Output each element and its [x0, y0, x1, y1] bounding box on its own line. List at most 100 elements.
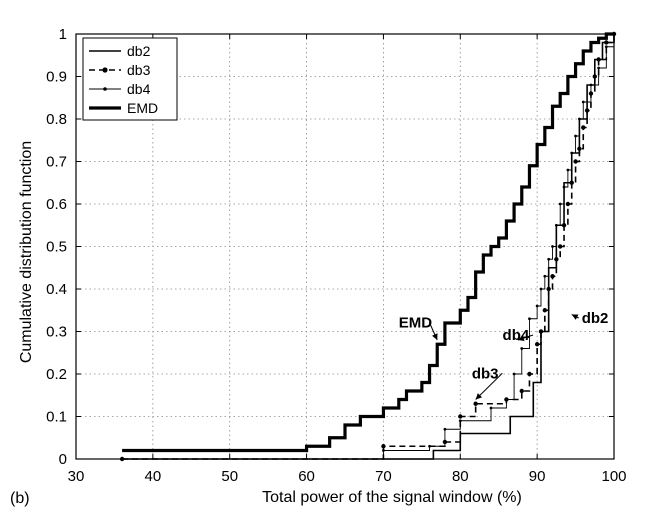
data-point-db4 [566, 168, 570, 172]
legend-entry-EMD: EMD [89, 100, 158, 116]
data-point-db3 [519, 388, 524, 394]
data-point-db4 [539, 287, 543, 291]
x-tick-label: 30 [68, 468, 85, 485]
data-point-db3 [573, 159, 578, 164]
data-point-db3 [577, 146, 582, 151]
y-tick: 0.2 [46, 366, 614, 383]
y-tick-label: 0.6 [46, 196, 67, 213]
data-point-db3 [561, 223, 567, 228]
annotation-label: db3 [472, 365, 499, 382]
data-point-db3 [592, 74, 597, 79]
x-tick: 50 [221, 34, 238, 485]
series-layer [119, 31, 617, 462]
x-tick-label: 50 [221, 468, 238, 485]
data-point-db3 [558, 244, 563, 249]
annotation-EMD: EMD [399, 314, 438, 341]
series-db3 [119, 31, 617, 462]
y-tick: 0.9 [46, 69, 614, 86]
y-axis-label: Cumulative distribution function [18, 141, 35, 363]
y-tick-label: 0.7 [46, 154, 67, 171]
legend-entry-db2: db2 [89, 43, 151, 59]
data-point-db3 [381, 444, 386, 449]
y-tick-label: 0.9 [46, 69, 67, 86]
annotation-label: EMD [399, 314, 433, 331]
data-point-db3 [538, 329, 544, 334]
annotation-arrowhead [475, 393, 483, 400]
y-tick-label: 0 [59, 451, 67, 468]
series-db4 [120, 32, 616, 461]
legend-label: EMD [127, 100, 158, 116]
y-tick: 0.6 [46, 196, 614, 213]
x-tick: 90 [529, 34, 546, 485]
data-point-db3 [554, 257, 559, 262]
data-point-db4 [604, 45, 608, 49]
y-tick: 0.8 [46, 111, 614, 128]
data-point-db4 [428, 444, 431, 448]
y-tick-label: 1 [59, 26, 67, 43]
y-tick: 0.4 [46, 281, 614, 298]
y-tick-label: 0.5 [46, 239, 67, 256]
x-tick-label: 60 [298, 468, 315, 485]
data-point-db4 [562, 185, 566, 189]
legend-label: db3 [127, 62, 151, 78]
data-point-db4 [547, 257, 551, 261]
data-point-db3 [534, 342, 540, 347]
y-axis-ticks: 0 0.1 0.2 0.3 0.4 0.5 0.6 0.7 0.8 0.9 1 [46, 26, 614, 468]
annotation-label: db4 [503, 327, 530, 344]
data-point-db4 [535, 304, 539, 308]
x-tick-label: 90 [529, 468, 546, 485]
legend-marker [103, 87, 107, 91]
data-point-db4 [574, 134, 577, 138]
y-tick: 0.7 [46, 154, 614, 171]
y-tick-label: 0.8 [46, 111, 67, 128]
annotation-label: db2 [582, 310, 609, 327]
data-point-db4 [558, 202, 562, 206]
annotation-db4: db4 [503, 327, 534, 344]
data-point-db3 [584, 108, 590, 113]
data-point-db4 [554, 223, 558, 227]
annotations: EMD db4 db3 db2 [399, 310, 609, 400]
x-tick: 100 [601, 34, 627, 485]
x-axis-ticks: 30 40 50 60 70 80 90 100 [68, 34, 627, 485]
data-point-db4 [382, 449, 385, 452]
legend-marker [102, 67, 108, 73]
panel-label: (b) [10, 490, 30, 507]
y-tick: 1 [59, 26, 614, 43]
data-point-db3 [596, 57, 601, 62]
data-point-db3 [550, 274, 555, 279]
x-tick-label: 80 [452, 468, 469, 485]
data-point-db4 [543, 274, 547, 278]
y-tick-label: 0.3 [46, 324, 67, 341]
legend-label: db4 [127, 81, 151, 97]
x-tick-label: 100 [601, 468, 626, 485]
series-EMD [122, 32, 614, 453]
data-point-db3 [565, 201, 571, 207]
y-tick: 0.5 [46, 239, 614, 256]
legend-entry-db4: db4 [89, 81, 151, 97]
data-point-db4 [528, 317, 531, 321]
data-point-db3 [542, 308, 548, 313]
legend: db2 db3 db4 EMD [82, 37, 178, 121]
y-tick: 0 [59, 451, 614, 468]
annotation-arrowhead [432, 333, 438, 340]
series-line-EMD [122, 32, 614, 453]
data-point-db3 [569, 180, 574, 185]
y-tick-label: 0.2 [46, 366, 67, 383]
legend-entry-db3: db3 [89, 62, 151, 78]
data-point-db4 [570, 151, 574, 155]
data-point-db3 [581, 125, 586, 130]
annotation-arrowhead [517, 335, 525, 341]
y-tick-label: 0.4 [46, 281, 67, 298]
data-point-db4 [489, 406, 493, 410]
data-point-db4 [551, 245, 554, 248]
x-tick-label: 70 [375, 468, 392, 485]
legend-label: db2 [127, 43, 151, 59]
data-point-db3 [546, 286, 551, 292]
data-point-db3 [527, 371, 532, 377]
x-tick: 80 [452, 34, 469, 485]
x-axis-label: Total power of the signal window (%) [262, 489, 522, 506]
annotation-db2: db2 [571, 310, 609, 327]
annotation-arrowhead [571, 314, 579, 320]
x-tick: 70 [375, 34, 392, 485]
